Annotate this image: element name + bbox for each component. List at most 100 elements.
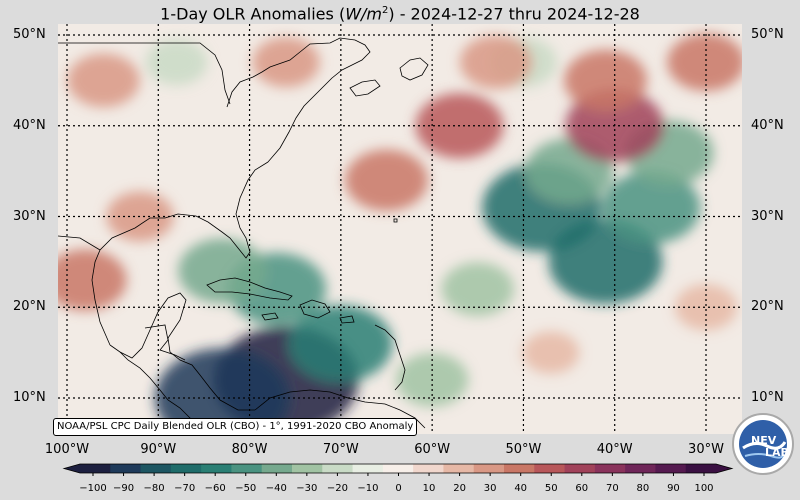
colorbar-max-extension (716, 464, 732, 473)
lon-label: 100°W (44, 442, 90, 457)
colorbar-tick-label: 60 (575, 483, 589, 494)
anomaly-blob (106, 191, 174, 242)
colorbar-tick-label: 50 (544, 483, 558, 494)
colorbar-segment (655, 464, 687, 473)
lat-label-right: 40°N (751, 117, 784, 133)
colorbar-segment (534, 464, 566, 473)
anomaly-blob (289, 305, 393, 382)
nev-lab-logo: NEV LAB (732, 413, 794, 475)
lon-label: 40°W (596, 442, 633, 457)
map-title: 1-Day OLR Anomalies (W/m2) - 2024-12-27 … (160, 4, 640, 24)
colorbar-tick-label: −100 (79, 483, 107, 494)
colorbar-segment (382, 464, 414, 473)
anomaly-blob (459, 35, 533, 89)
colorbar-tick-label: 40 (514, 483, 528, 494)
colorbar-segment (443, 464, 475, 473)
lon-label: 80°W (231, 442, 268, 457)
colorbar-segment (110, 464, 142, 473)
anomaly-blob (674, 284, 738, 331)
colorbar-tick-label: −90 (112, 483, 135, 494)
anomaly-blob (667, 33, 742, 91)
colorbar-segment (261, 464, 293, 473)
colorbar-tick-label: −80 (143, 483, 165, 494)
graticule (58, 24, 742, 434)
colorbar-tick-label: 20 (453, 483, 466, 494)
lat-label-left: 30°N (13, 208, 46, 224)
colorbar-segment (292, 464, 323, 473)
colorbar-segment (685, 464, 717, 473)
border-us-canada (58, 42, 231, 105)
anomaly-blob (178, 238, 267, 304)
lon-label: 30°W (688, 442, 724, 457)
border-mexico (58, 235, 101, 251)
lon-label: 50°W (505, 442, 542, 457)
anomaly-field (58, 33, 742, 434)
lat-label-right: 20°N (751, 299, 784, 315)
border-central-america (144, 324, 186, 361)
colorbar-tick-label: 80 (636, 483, 650, 494)
lon-label: 70°W (322, 442, 359, 457)
coastline-gulf-yucatan (109, 292, 255, 411)
colorbar (62, 463, 734, 476)
colorbar-tick-label: −30 (296, 483, 318, 494)
coastline-hispaniola (299, 299, 331, 319)
lat-label-right: 10°N (751, 390, 784, 405)
colorbar-tick-label: −70 (174, 483, 196, 494)
svg-text:NEV: NEV (751, 434, 777, 447)
colorbar-outline (62, 463, 734, 474)
colorbar-segment (322, 464, 354, 473)
anomaly-blob (58, 249, 127, 311)
colorbar-tick-label: 70 (605, 483, 619, 494)
colorbar-segment (140, 464, 172, 473)
colorbar-tick-label: −50 (235, 483, 257, 494)
colorbar-tick-label: −60 (204, 483, 226, 494)
coastlines (58, 37, 429, 431)
colorbar-segment (473, 464, 505, 473)
anomaly-blob (154, 348, 290, 434)
colorbar-segment (201, 464, 232, 473)
coastline-central-america (119, 351, 203, 431)
colorbar-tick-label: 30 (483, 483, 497, 494)
anomaly-blob (602, 171, 701, 244)
colorbar-segment (625, 464, 656, 473)
colorbar-tick-label: 90 (667, 483, 680, 494)
lon-label: 60°W (414, 442, 451, 457)
anomaly-blob (345, 149, 428, 211)
colorbar-segment (564, 464, 596, 473)
colorbar-segment (594, 464, 626, 473)
lat-label-right: 30°N (751, 208, 784, 224)
anomaly-blob (564, 49, 647, 111)
lat-label-left: 20°N (13, 299, 46, 315)
coastline-newfoundland (399, 57, 429, 81)
colorbar-min-extension (64, 464, 80, 473)
coastline-bermuda (393, 218, 398, 223)
colorbar-segment (170, 464, 202, 473)
colorbar-segment (413, 464, 444, 473)
lat-label-right: 50°N (751, 27, 784, 42)
coastline-puerto-rico (339, 315, 355, 324)
lon-label: 90°W (140, 442, 177, 457)
colorbar-segment (231, 464, 263, 473)
anomaly-blob (522, 331, 580, 374)
attribution-label: NOAA/PSL CPC Daily Blended OLR (CBO) - 1… (53, 418, 418, 436)
anomaly-blob (145, 39, 208, 86)
colorbar-tick-label: 10 (422, 483, 436, 494)
svg-text:LAB: LAB (765, 446, 789, 459)
lat-label-left: 50°N (13, 27, 46, 42)
colorbar-tick-label: 100 (694, 483, 714, 494)
anomaly-blob (441, 262, 515, 316)
anomaly-blob (67, 53, 140, 108)
coastline-us-east (91, 37, 371, 346)
colorbar-segment (504, 464, 535, 473)
coastline-jamaica (261, 312, 279, 321)
colorbar-segment (352, 464, 384, 473)
colorbar-segment (80, 464, 111, 473)
colorbar-tick-label: 0 (395, 483, 402, 494)
coastline-cuba (206, 277, 293, 301)
coastline-nova-scotia (349, 79, 381, 97)
colorbar-tick-label: −10 (357, 483, 379, 494)
anomaly-blob (252, 37, 320, 88)
colorbar-tick-label: −40 (265, 483, 287, 494)
coastline-antilles (374, 324, 406, 391)
